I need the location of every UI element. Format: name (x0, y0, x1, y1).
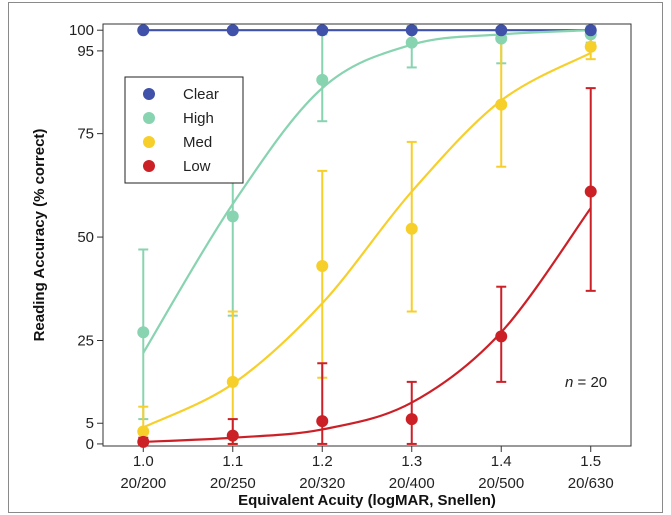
data-point-clear (226, 24, 239, 37)
data-point-high (405, 36, 418, 49)
y-tick-label: 5 (86, 415, 94, 432)
x-tick-sublabel: 20/320 (299, 475, 345, 492)
data-point-low (584, 185, 597, 198)
x-tick-label: 1.0 (133, 453, 154, 470)
legend-label-low: Low (183, 158, 211, 175)
data-point-med (405, 222, 418, 235)
x-tick-label: 1.2 (312, 453, 333, 470)
sample-size-annotation: n = 20 (565, 374, 607, 391)
legend-label-clear: Clear (183, 86, 219, 103)
x-tick-sublabel: 20/250 (210, 475, 256, 492)
legend: Clear High Med Low (124, 76, 244, 184)
figure-frame (8, 2, 663, 513)
data-point-high (137, 326, 150, 339)
data-point-med (316, 260, 329, 273)
legend-marker-high (143, 112, 155, 124)
legend-label-high: High (183, 110, 214, 127)
data-point-low (316, 415, 329, 428)
y-tick-label: 25 (77, 333, 94, 350)
legend-marker-clear (143, 88, 155, 100)
legend-marker-low (143, 160, 155, 172)
data-point-high (316, 73, 329, 86)
x-tick-label: 1.5 (580, 453, 601, 470)
legend-label-med: Med (183, 134, 212, 151)
y-tick-label: 0 (86, 436, 94, 453)
data-point-med (584, 40, 597, 53)
data-point-clear (495, 24, 508, 37)
data-point-low (495, 330, 508, 343)
axis-ticks: 0 5 25 50 75 95 100 1.0 20/200 1.1 20/250 1.2 20/320… (69, 22, 614, 492)
data-point-low (137, 435, 150, 448)
error-bar-low (406, 380, 417, 445)
y-tick-label: 95 (77, 43, 94, 60)
legend-marker-med (143, 136, 155, 148)
sample-size-value: = 20 (573, 374, 607, 391)
x-tick-sublabel: 20/400 (389, 475, 435, 492)
data-point-med (226, 375, 239, 388)
x-tick-sublabel: 20/630 (568, 475, 614, 492)
y-tick-label: 75 (77, 126, 94, 143)
x-tick-label: 1.4 (491, 453, 512, 470)
y-axis-title: Reading Accuracy (% correct) (31, 129, 48, 342)
data-point-low (405, 413, 418, 426)
data-point-clear (137, 24, 150, 37)
data-point-clear (405, 24, 418, 37)
data-point-clear (316, 24, 329, 37)
data-point-high (226, 210, 239, 223)
data-point-med (495, 98, 508, 111)
error-bar-low (317, 362, 328, 445)
fit-curve-med (142, 51, 592, 429)
x-tick-sublabel: 20/200 (120, 475, 166, 492)
data-point-high (495, 32, 508, 45)
data-points (137, 24, 597, 448)
y-tick-label: 50 (77, 229, 94, 246)
sample-size-symbol: n (565, 374, 573, 391)
y-tick-label: 100 (69, 22, 94, 39)
x-axis-title: Equivalent Acuity (logMAR, Snellen) (238, 492, 496, 509)
data-point-med (137, 425, 150, 438)
data-point-low (226, 429, 239, 442)
data-point-clear (584, 24, 597, 37)
x-tick-label: 1.3 (401, 453, 422, 470)
x-tick-sublabel: 20/500 (478, 475, 524, 492)
x-tick-label: 1.1 (222, 453, 243, 470)
